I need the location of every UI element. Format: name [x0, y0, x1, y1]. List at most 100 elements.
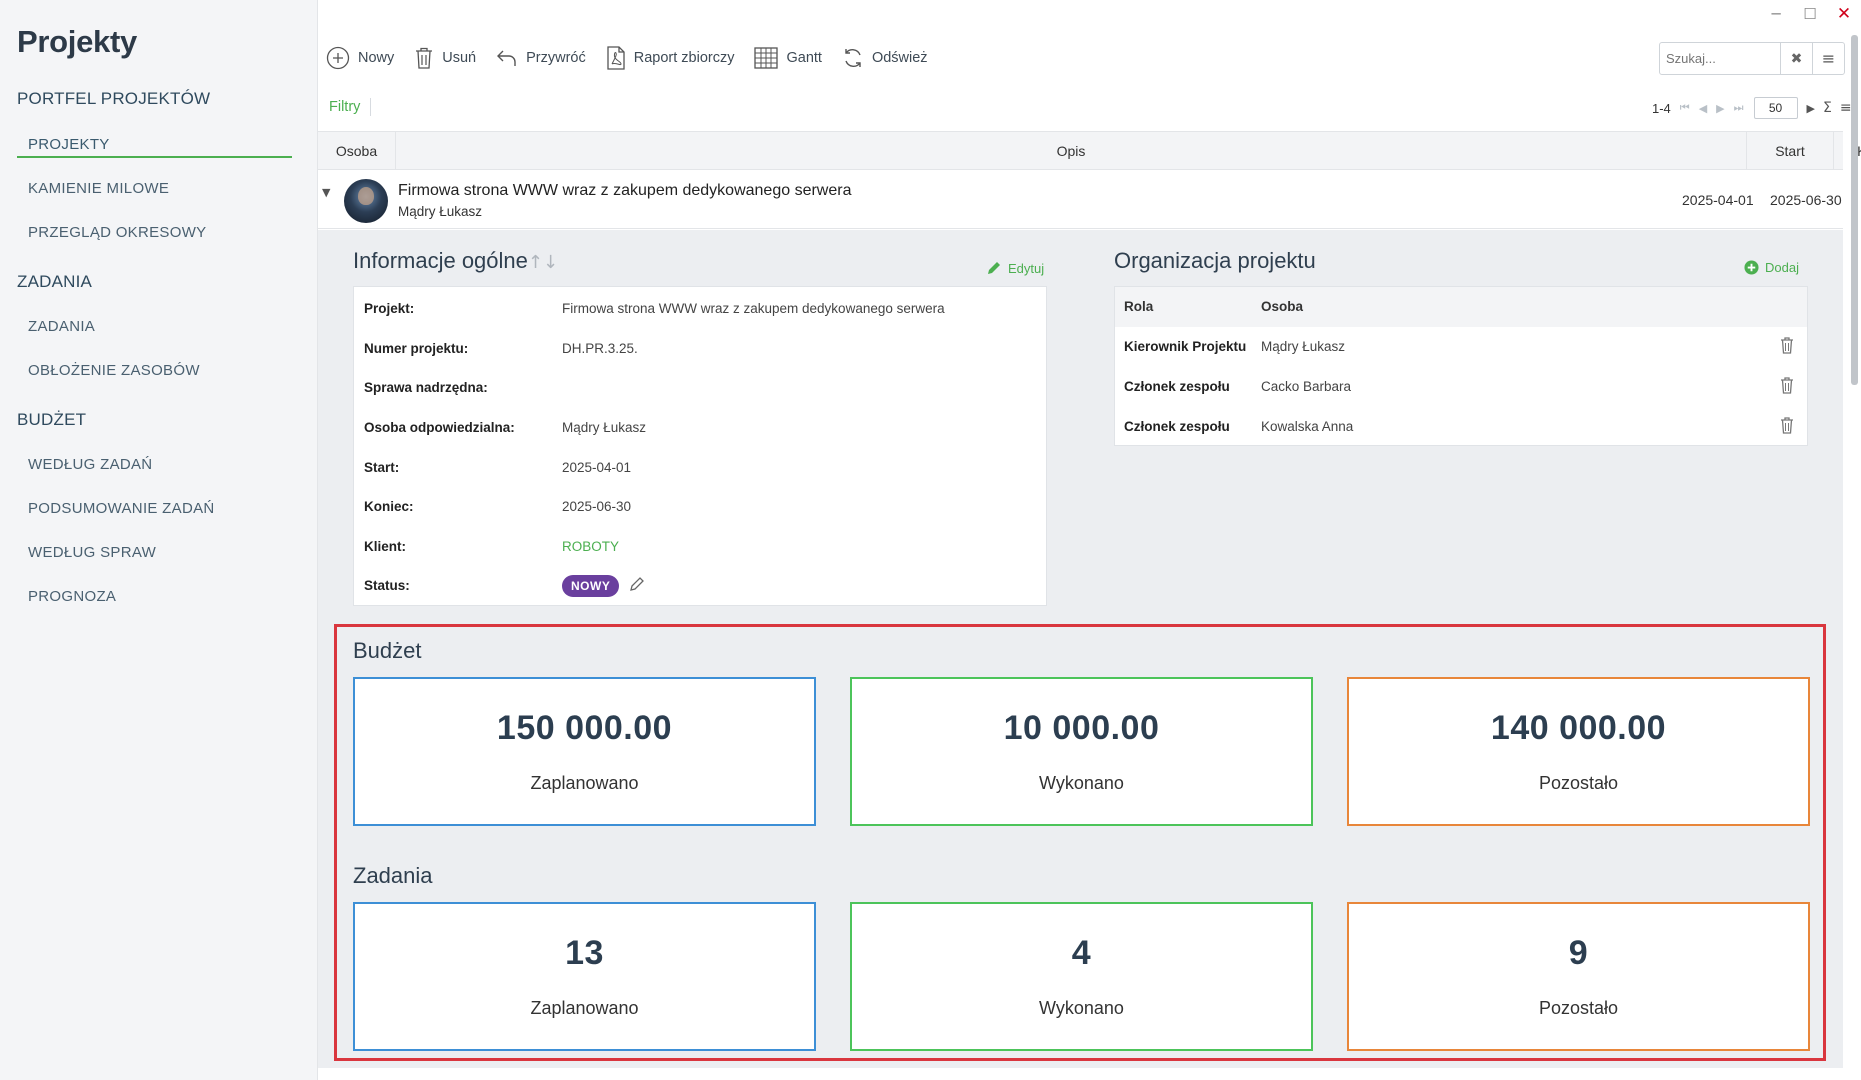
maximize-button[interactable]: ☐	[1803, 5, 1817, 23]
tasks-planned-card: 13 Zaplanowano	[353, 902, 816, 1051]
kpi-value: 140 000.00	[1490, 709, 1667, 747]
column-header-person[interactable]: Osoba	[318, 132, 396, 170]
info-card: Projekt: Firmowa strona WWW wraz z zakup…	[353, 286, 1047, 606]
org-row: Członek zespołu Kowalska Anna	[1115, 407, 1807, 447]
org-table: Rola Osoba Kierownik Projektu Mądry Łuka…	[1114, 286, 1808, 446]
org-person: Cacko Barbara	[1261, 379, 1352, 394]
column-header-start[interactable]: Start	[1747, 132, 1834, 170]
column-header-end[interactable]: Koniec	[1834, 132, 1861, 170]
info-value: DH.PR.3.25.	[562, 341, 638, 356]
sidebar-item-prognoza[interactable]: PROGNOZA	[28, 588, 117, 605]
nav-section-zadania[interactable]: ZADANIA	[17, 272, 93, 291]
kpi-label: Zaplanowano	[530, 998, 639, 1018]
columns-menu-icon[interactable]: ≡	[1839, 100, 1852, 116]
org-column-role: Rola	[1124, 299, 1154, 314]
info-section-title: Informacje ogólne↑↓	[353, 248, 558, 274]
org-row: Członek zespołu Cacko Barbara	[1115, 367, 1807, 407]
edit-link[interactable]: Edytuj	[986, 260, 1044, 276]
minimize-button[interactable]: ─	[1771, 5, 1781, 23]
client-link[interactable]: ROBOTY	[562, 539, 620, 554]
restore-button-label: Przywróć	[526, 50, 586, 66]
nav-section-portfolio[interactable]: PORTFEL PROJEKTÓW	[17, 89, 211, 108]
kpi-value: 4	[1071, 934, 1092, 972]
sum-icon[interactable]: Σ	[1823, 100, 1832, 116]
page-size-input[interactable]: 50	[1753, 97, 1798, 119]
trash-icon[interactable]	[1780, 376, 1794, 394]
sidebar-item-obciazenie-zasobow[interactable]: OBŁOŻENIE ZASOBÓW	[28, 362, 200, 379]
next-page-icon[interactable]: ▶	[1716, 101, 1725, 115]
new-button[interactable]: Nowy	[326, 46, 394, 70]
project-start: 2025-04-01	[1682, 192, 1754, 208]
highlight-frame	[334, 624, 1826, 1061]
org-role: Kierownik Projektu	[1124, 339, 1247, 354]
gantt-button-label: Gantt	[786, 50, 822, 66]
info-label: Projekt:	[364, 301, 415, 316]
pdf-file-icon	[607, 46, 625, 70]
org-section-title: Organizacja projektu	[1114, 248, 1316, 273]
org-person: Mądry Łukasz	[1261, 339, 1346, 354]
info-label: Numer projektu:	[364, 341, 469, 356]
delete-button-label: Usuń	[442, 50, 477, 66]
sidebar-item-zadania[interactable]: ZADANIA	[28, 318, 96, 335]
pencil-icon	[988, 262, 1000, 274]
info-label: Klient:	[364, 539, 406, 554]
search-box: ✖ ≡	[1659, 42, 1845, 75]
sidebar-item-wedlug-spraw[interactable]: WEDŁUG SPRAW	[28, 544, 157, 561]
last-page-icon[interactable]: ⏭	[1733, 101, 1744, 114]
sidebar-item-wedlug-zadan[interactable]: WEDŁUG ZADAŃ	[28, 456, 153, 473]
add-member-link[interactable]: Dodaj	[1744, 260, 1799, 275]
expand-caret-icon[interactable]: ▼	[322, 186, 331, 199]
column-header-description[interactable]: Opis	[396, 132, 1747, 170]
filters-link[interactable]: Filtry	[329, 98, 372, 116]
report-button[interactable]: Raport zbiorczy	[606, 46, 735, 70]
sidebar-item-projekty[interactable]: PROJEKTY	[28, 136, 110, 153]
table-row[interactable]: ▼ Firmowa strona WWW wraz z zakupem dedy…	[318, 172, 1843, 229]
info-value: 2025-04-01	[562, 460, 632, 475]
status-badge: NOWY	[562, 575, 620, 597]
gantt-button[interactable]: Gantt	[754, 47, 822, 69]
sort-icon[interactable]: ↑↓	[527, 252, 559, 273]
budget-section-title: Budżet	[353, 638, 422, 663]
tasks-section-title: Zadania	[353, 863, 433, 888]
sidebar-item-podsumowanie-zadan[interactable]: PODSUMOWANIE ZADAŃ	[28, 500, 215, 517]
undo-icon	[497, 50, 516, 66]
page-size-next-icon[interactable]: ▶	[1806, 101, 1816, 115]
edit-status-pencil-icon[interactable]	[629, 576, 645, 592]
project-title: Firmowa strona WWW wraz z zakupem dedyko…	[398, 182, 852, 199]
project-person: Mądry Łukasz	[398, 204, 483, 219]
first-page-icon[interactable]: ⏮	[1679, 101, 1690, 114]
new-button-label: Nowy	[358, 50, 395, 66]
refresh-button-label: Odśwież	[871, 50, 928, 66]
active-nav-indicator	[17, 156, 292, 158]
clear-search-icon[interactable]: ✖	[1780, 43, 1812, 74]
restore-button[interactable]: Przywróć	[496, 47, 586, 69]
edit-link-label: Edytuj	[1008, 260, 1045, 276]
refresh-icon	[845, 49, 861, 67]
search-menu-icon[interactable]: ≡	[1812, 43, 1844, 74]
kpi-value: 150 000.00	[496, 709, 673, 747]
refresh-button[interactable]: Odśwież	[842, 47, 928, 69]
sidebar-item-przeglad-okresowy[interactable]: PRZEGLĄD OKRESOWY	[28, 224, 207, 241]
org-column-person: Osoba	[1261, 299, 1304, 314]
nav-section-budzet[interactable]: BUDŻET	[17, 410, 87, 429]
trash-icon[interactable]	[1780, 416, 1794, 434]
kpi-value: 9	[1568, 934, 1589, 972]
budget-done-card: 10 000.00 Wykonano	[850, 677, 1313, 826]
search-input[interactable]	[1660, 43, 1780, 74]
scrollbar[interactable]	[1851, 35, 1858, 385]
kpi-label: Wykonano	[1039, 773, 1124, 793]
report-button-label: Raport zbiorczy	[633, 50, 735, 66]
pager: 1-4 ⏮ ◀ ▶ ⏭ 50 ▶ Σ ≡	[1652, 97, 1852, 119]
kpi-label: Pozostało	[1538, 998, 1619, 1018]
plus-circle-icon	[326, 46, 350, 70]
close-button[interactable]: ✕	[1836, 4, 1852, 24]
sidebar-item-kamienie-milowe[interactable]: KAMIENIE MILOWE	[28, 180, 170, 197]
kpi-label: Pozostało	[1538, 773, 1619, 793]
info-value: Mądry Łukasz	[562, 420, 647, 435]
tasks-done-card: 4 Wykonano	[850, 902, 1313, 1051]
delete-button[interactable]: Usuń	[414, 46, 476, 70]
plus-circle-icon	[1744, 260, 1759, 275]
kpi-label: Wykonano	[1039, 998, 1124, 1018]
trash-icon[interactable]	[1780, 336, 1794, 354]
prev-page-icon[interactable]: ◀	[1698, 101, 1708, 115]
